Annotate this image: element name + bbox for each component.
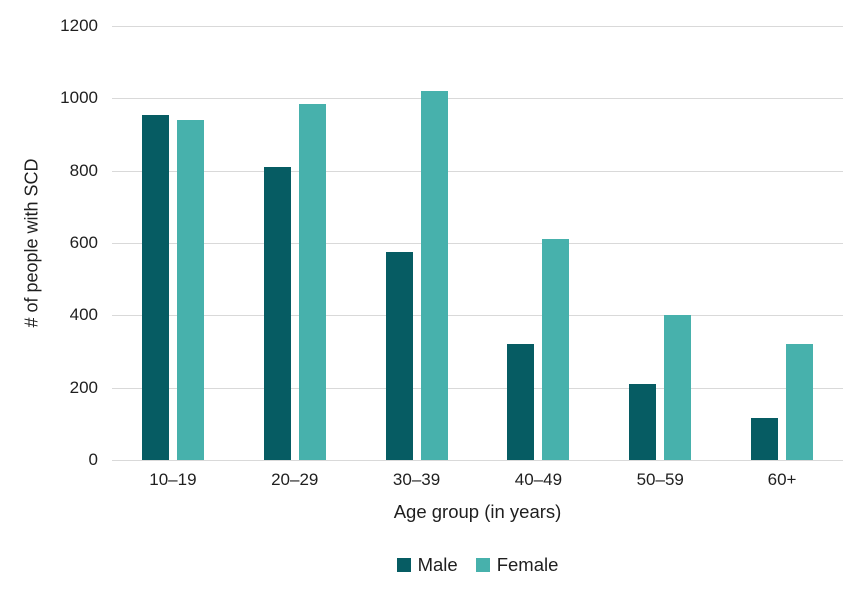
- y-tick-label: 0: [88, 450, 98, 469]
- bar-female: [420, 91, 448, 460]
- gridline: [112, 170, 843, 172]
- bar-female: [542, 239, 570, 460]
- gridline: [112, 243, 843, 244]
- legend-item-female: Female: [475, 554, 559, 576]
- bar-male: [507, 344, 535, 460]
- legend-label: Male: [417, 554, 458, 575]
- y-tick-label: 400: [69, 305, 98, 325]
- bar-group: [356, 26, 478, 460]
- legend-swatch-female: [475, 558, 490, 572]
- bar-female: [298, 103, 326, 460]
- bar-female: [176, 120, 204, 460]
- x-axis-ticks: 10–19 20–29 30–39 40–49 50–59 60+: [112, 470, 843, 492]
- bar-male: [629, 384, 657, 460]
- x-tick-label: 10–19: [149, 470, 197, 489]
- bar-male: [385, 252, 413, 460]
- x-tick-label: 50–59: [636, 470, 684, 489]
- y-tick-label: 1000: [60, 88, 98, 108]
- gridline: [112, 387, 843, 389]
- gridline: [112, 98, 843, 100]
- legend-label: Female: [496, 554, 559, 575]
- bar-male: [263, 167, 291, 460]
- y-tick-label: 1200: [60, 16, 98, 35]
- bar-group: [112, 26, 234, 460]
- x-tick-label: 20–29: [271, 470, 319, 489]
- x-tick-label: 40–49: [514, 470, 563, 489]
- bar-group: [234, 26, 356, 460]
- gridline: [112, 26, 843, 27]
- x-tick-label: 60+: [767, 470, 797, 489]
- plot-area: [112, 26, 843, 461]
- bar-group: [599, 26, 721, 460]
- gridline: [112, 315, 843, 317]
- bar-female: [664, 315, 692, 460]
- legend-item-male: Male: [396, 554, 458, 576]
- y-axis-ticks: 0 200 400 600 800 1000 1200: [0, 0, 98, 600]
- legend-swatch-male: [396, 558, 411, 572]
- legend: Male Female: [112, 554, 843, 576]
- x-axis-title: Age group (in years): [393, 501, 562, 522]
- y-tick-label: 600: [69, 233, 98, 252]
- bar-group: [721, 26, 843, 460]
- y-tick-label: 800: [69, 160, 98, 180]
- bar-female: [786, 344, 814, 460]
- x-tick-label: 30–39: [392, 470, 441, 489]
- gridline: [112, 460, 843, 461]
- bar-male: [751, 418, 779, 460]
- bar-group: [478, 26, 600, 460]
- bar-male: [141, 114, 169, 460]
- y-tick-label: 200: [69, 377, 98, 397]
